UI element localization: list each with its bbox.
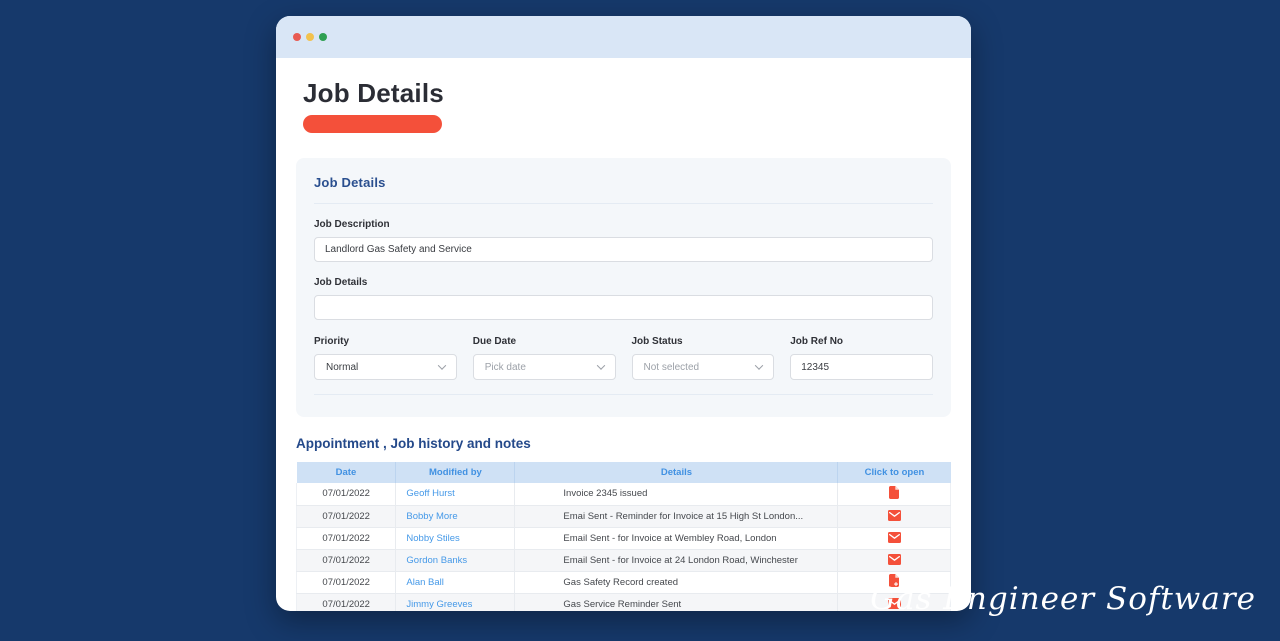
due-date-field: Due Date Pick date [472,320,616,380]
row-date: 07/01/2022 [295,505,397,528]
chevron-down-icon [437,361,446,370]
open-record-button[interactable] [889,574,900,590]
envelope-icon [887,553,901,568]
section-divider [314,203,933,204]
table-row: 07/01/2022 Nobby Stiles Email Sent - for… [295,527,951,550]
page-title: Job Details [303,78,444,108]
job-details-label: Job Details [314,277,368,288]
chevron-down-icon [755,361,764,370]
job-details-section-title: Job Details [314,175,386,190]
table-header-row: Date Modified by Details Click to open [296,462,951,483]
row-details: Gas Service Reminder Sent [514,593,839,611]
open-email-button[interactable] [887,531,901,546]
row-details: Gas Safety Record created [514,571,839,594]
envelope-icon [887,509,901,524]
row-details: Email Sent - for Invoice at 24 London Ro… [514,549,839,572]
job-ref-input[interactable] [790,354,933,380]
column-header-open: Click to open [837,462,951,483]
row-date: 07/01/2022 [295,527,397,550]
job-status-label: Job Status [631,336,683,347]
chevron-down-icon [596,361,605,370]
table-row: 07/01/2022 Alan Ball Gas Safety Record c… [295,571,951,594]
envelope-icon [887,531,901,546]
job-ref-field: Job Ref No [790,320,933,380]
job-meta-fields-row: Priority Normal Due Date Pick date Job S… [314,320,933,380]
table-row: 07/01/2022 Bobby More Emai Sent - Remind… [295,505,951,528]
job-details-input[interactable] [314,295,933,320]
open-email-button[interactable] [887,553,901,568]
page-content: Job Details Job Details Job Description … [276,80,971,611]
due-date-placeholder: Pick date [484,361,526,373]
job-status-select[interactable]: Not selected [631,354,775,380]
window-titlebar [276,16,971,58]
job-status-field: Job Status Not selected [631,320,775,380]
open-attachment-button[interactable] [889,485,900,502]
document-add-icon [889,574,900,590]
priority-field: Priority Normal [314,320,457,380]
row-date: 07/01/2022 [295,571,397,594]
history-section-title: Appointment , Job history and notes [296,436,531,451]
due-date-label: Due Date [472,336,517,347]
modified-by-link[interactable]: Geoff Hurst [406,488,455,500]
table-row: 07/01/2022 Gordon Banks Email Sent - for… [295,549,951,572]
row-date: 07/01/2022 [295,549,397,572]
zoom-window-icon[interactable] [319,33,327,41]
gas-engineer-software-logo: Gas Engineer Software [870,581,1256,617]
row-details: Invoice 2345 issued [514,483,839,506]
document-icon [889,485,900,502]
row-date: 07/01/2022 [295,593,397,611]
modified-by-link[interactable]: Bobby More [406,510,458,522]
priority-label: Priority [314,336,350,347]
row-date: 07/01/2022 [295,483,397,506]
open-email-button[interactable] [887,597,901,612]
table-row: 07/01/2022 Geoff Hurst Invoice 2345 issu… [295,483,951,506]
history-table: Date Modified by Details Click to open 0… [295,462,951,612]
priority-select[interactable]: Normal [314,354,457,380]
column-header-details: Details [514,462,839,483]
row-details: Email Sent - for Invoice at Wembley Road… [514,527,839,550]
job-description-input[interactable] [314,237,933,262]
modified-by-link[interactable]: Gordon Banks [406,554,468,566]
modified-by-link[interactable]: Jimmy Greeves [406,598,473,610]
job-ref-label: Job Ref No [790,336,844,347]
job-status-placeholder: Not selected [643,361,700,373]
title-accent-bar [303,115,442,133]
modified-by-link[interactable]: Nobby Stiles [406,532,460,544]
job-description-label: Job Description [314,219,390,230]
envelope-icon [887,597,901,612]
table-row: 07/01/2022 Jimmy Greeves Gas Service Rem… [295,593,951,612]
browser-window: Job Details Job Details Job Description … [276,16,971,611]
job-details-card: Job Details Job Description Job Details … [296,158,951,417]
modified-by-link[interactable]: Alan Ball [406,576,444,588]
section-divider [314,394,933,395]
column-header-modified-by: Modified by [395,462,516,483]
column-header-date: Date [296,462,397,483]
row-details: Emai Sent - Reminder for Invoice at 15 H… [514,505,839,528]
open-email-button[interactable] [887,509,901,524]
minimize-window-icon[interactable] [306,33,314,41]
priority-select-value: Normal [326,361,359,373]
due-date-select[interactable]: Pick date [472,354,616,380]
close-window-icon[interactable] [293,33,301,41]
